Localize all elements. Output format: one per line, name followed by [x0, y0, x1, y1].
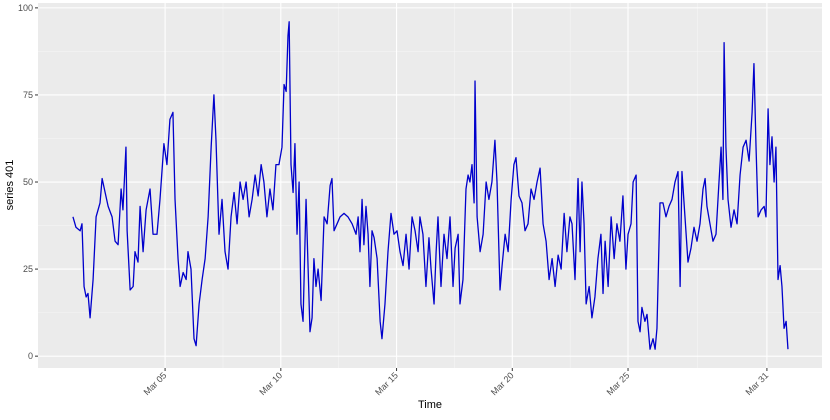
y-axis-title: series 401 — [4, 160, 16, 211]
y-tick-label: 0 — [28, 351, 33, 361]
x-tick-label: Mar 20 — [489, 370, 516, 397]
x-tick-label: Mar 31 — [743, 370, 770, 397]
x-axis-title: Time — [418, 399, 442, 411]
x-tick-label: Mar 25 — [605, 370, 632, 397]
y-tick-label: 25 — [23, 264, 33, 274]
x-tick-label: Mar 10 — [257, 370, 284, 397]
data-line — [72, 21, 789, 350]
y-tick-label: 100 — [18, 3, 33, 13]
plot-panel — [38, 3, 822, 368]
y-tick-label: 50 — [23, 177, 33, 187]
y-tick-label: 75 — [23, 90, 33, 100]
x-tick-label: Mar 15 — [373, 370, 400, 397]
x-tick-label: Mar 05 — [142, 370, 169, 397]
marks — [72, 21, 789, 350]
